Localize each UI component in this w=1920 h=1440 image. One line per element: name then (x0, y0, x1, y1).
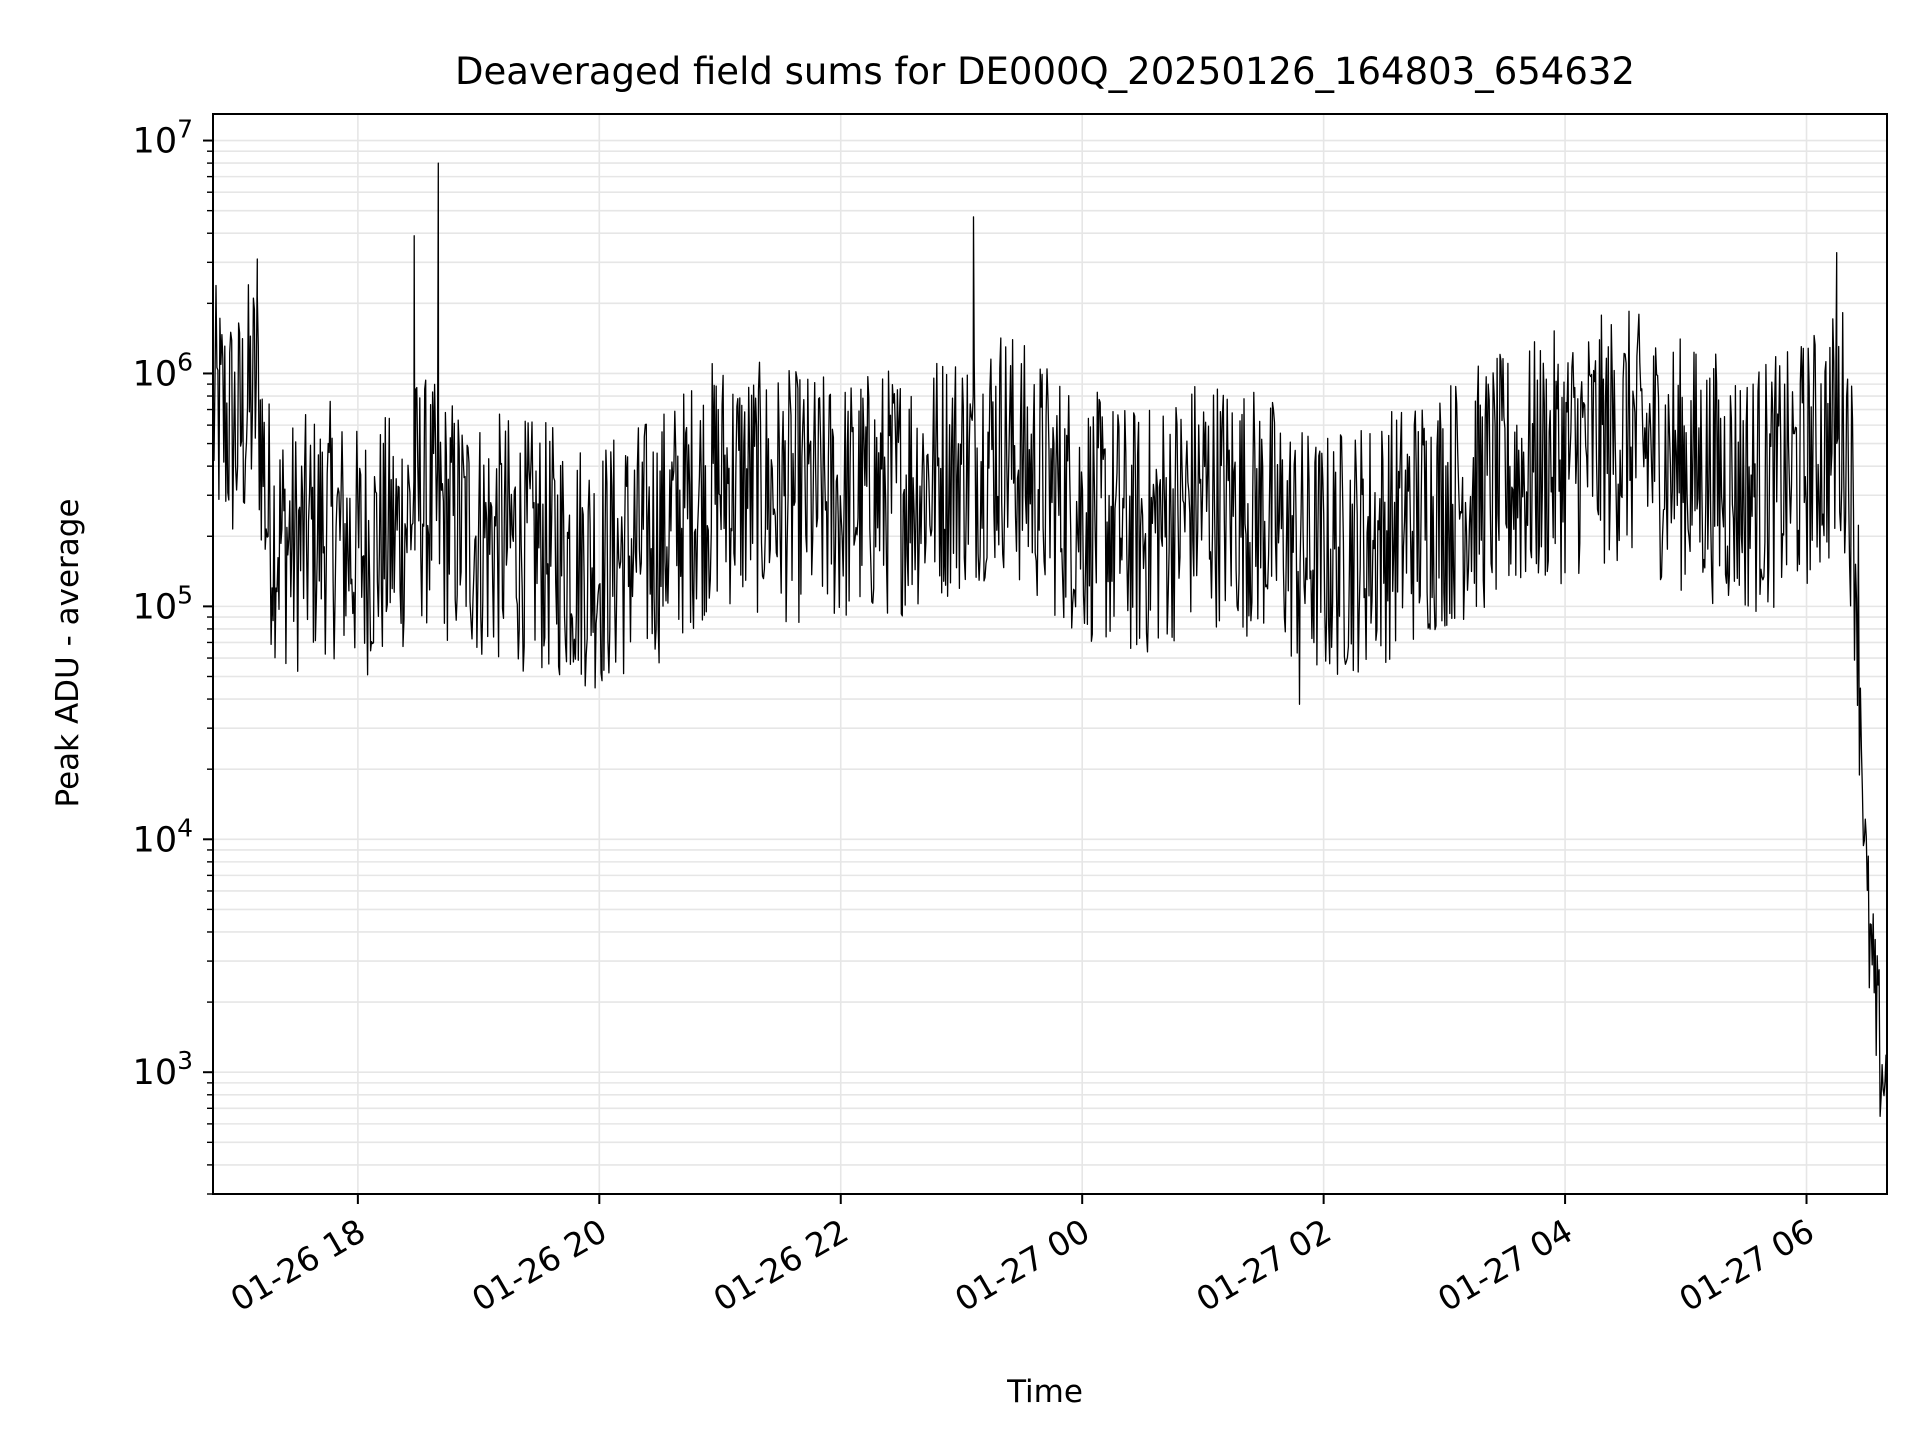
y-tick-label: 103 (133, 1046, 193, 1093)
y-axis-label: Peak ADU - average (50, 498, 86, 807)
grid (213, 114, 1887, 1195)
axes-frame (212, 113, 1888, 1195)
series-line (212, 162, 1888, 1132)
plot-area (212, 162, 1888, 1132)
chart-title: Deaveraged field sums for DE000Q_2025012… (455, 50, 1635, 93)
x-axis-label: Time (1006, 1374, 1083, 1410)
y-tick-label: 106 (133, 347, 193, 394)
y-tick-label: 105 (133, 580, 193, 627)
y-tick-label: 104 (133, 813, 193, 860)
y-tick-label: 107 (133, 115, 193, 162)
